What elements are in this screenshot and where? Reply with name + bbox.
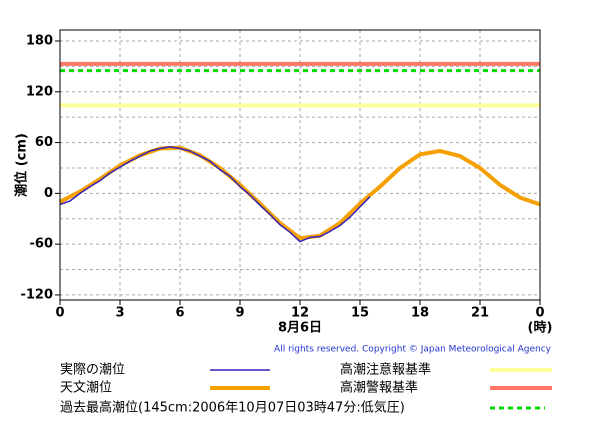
y-tick-label: -60: [30, 237, 54, 252]
legend-label: 過去最高潮位(145cm:2006年10月07日03時47分:低気圧): [60, 400, 405, 416]
legend-label: 天文潮位: [60, 381, 112, 396]
x-tick-label: 18: [411, 306, 429, 321]
y-tick-label: -120: [20, 287, 53, 302]
legend-label: 高潮警報基準: [340, 380, 418, 396]
legend-label: 高潮注意報基準: [340, 362, 431, 378]
y-tick-label: 180: [26, 34, 53, 49]
plot-frame: [59, 29, 541, 301]
legend-label: 実際の潮位: [60, 362, 125, 378]
x-tick-label: 21: [471, 306, 489, 321]
x-axis-unit: (時): [528, 320, 553, 336]
x-axis-label: 8月6日: [278, 321, 322, 336]
series-line: [59, 146, 371, 243]
x-tick-label: 6: [175, 306, 184, 321]
x-tick-label: 15: [351, 306, 369, 321]
x-tick-label: 3: [115, 306, 124, 321]
y-tick-label: 60: [35, 135, 53, 150]
y-tick-label: 120: [26, 84, 53, 99]
x-tick-label: 0: [55, 306, 64, 321]
x-tick-label: 0: [535, 306, 544, 321]
y-tick-label: 0: [44, 186, 53, 201]
x-tick-label: 12: [291, 306, 309, 321]
x-tick-label: 9: [235, 306, 244, 321]
copyright: All rights reserved. Copyright © Japan M…: [274, 345, 552, 355]
y-axis-label: 潮位 (cm): [14, 133, 30, 197]
